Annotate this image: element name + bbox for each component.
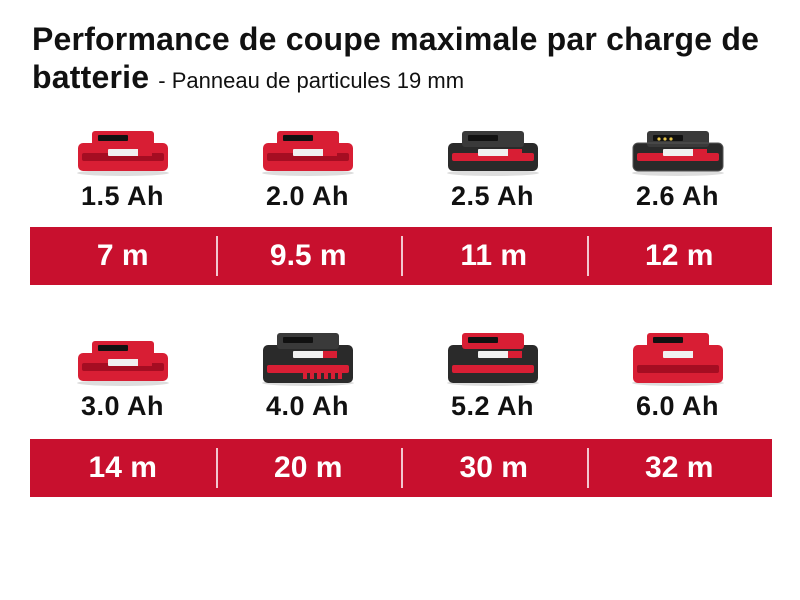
battery-capacity: 2.6 Ah — [635, 181, 720, 211]
runtime-value: 7 m — [96, 239, 149, 272]
battery-row-1: 1.5 Ah 2.0 Ah 2.5 Ah 2.6 Ah 7 m 9.5 m 11… — [30, 115, 772, 285]
title-main: Performance de coupe maximale par charge… — [32, 21, 760, 95]
battery-card: 2.5 Ah — [400, 115, 585, 215]
title-subtitle: - Panneau de particules 19 mm — [158, 68, 465, 93]
runtime-value: 11 m — [401, 227, 587, 285]
battery-card: 3.0 Ah — [30, 325, 215, 425]
battery-capacity: 1.5 Ah — [80, 181, 165, 211]
battery-row-2: 3.0 Ah 4.0 Ah 5.2 Ah 6.0 Ah 14 m 20 m 30… — [30, 325, 772, 497]
battery-pack-icon — [446, 131, 539, 176]
battery-capacity: 2.5 Ah — [450, 181, 535, 211]
battery-pack-icon — [631, 333, 724, 386]
runtime-band: 14 m 20 m 30 m 32 m — [30, 439, 772, 497]
battery-card: 2.6 Ah — [585, 115, 770, 215]
page-title: Performance de coupe maximale par charge… — [32, 20, 772, 100]
battery-capacity: 6.0 Ah — [635, 391, 720, 421]
battery-pack-icon — [76, 131, 169, 176]
battery-pack-icon — [631, 131, 724, 176]
runtime-band: 7 m 9.5 m 11 m 12 m — [30, 227, 772, 285]
runtime-value: 20 m — [215, 439, 402, 497]
battery-capacity: 5.2 Ah — [450, 391, 535, 421]
battery-pack-icon — [261, 333, 354, 386]
runtime-value: 30 m — [401, 439, 587, 497]
battery-capacity: 2.0 Ah — [265, 181, 350, 211]
battery-card: 2.0 Ah — [215, 115, 400, 215]
runtime-value: 9.5 m — [215, 227, 402, 285]
battery-pack-icon — [261, 131, 354, 176]
runtime-value: 32 m — [586, 439, 773, 497]
battery-pack-icon — [446, 333, 539, 386]
battery-card: 6.0 Ah — [585, 325, 770, 425]
battery-pack-icon — [76, 341, 169, 386]
battery-card: 5.2 Ah — [400, 325, 585, 425]
battery-card: 1.5 Ah — [30, 115, 215, 215]
battery-card: 4.0 Ah — [215, 325, 400, 425]
runtime-value: 14 m — [88, 451, 157, 484]
battery-capacity: 4.0 Ah — [265, 391, 350, 421]
battery-capacity: 3.0 Ah — [80, 391, 165, 421]
runtime-value: 12 m — [586, 227, 773, 285]
